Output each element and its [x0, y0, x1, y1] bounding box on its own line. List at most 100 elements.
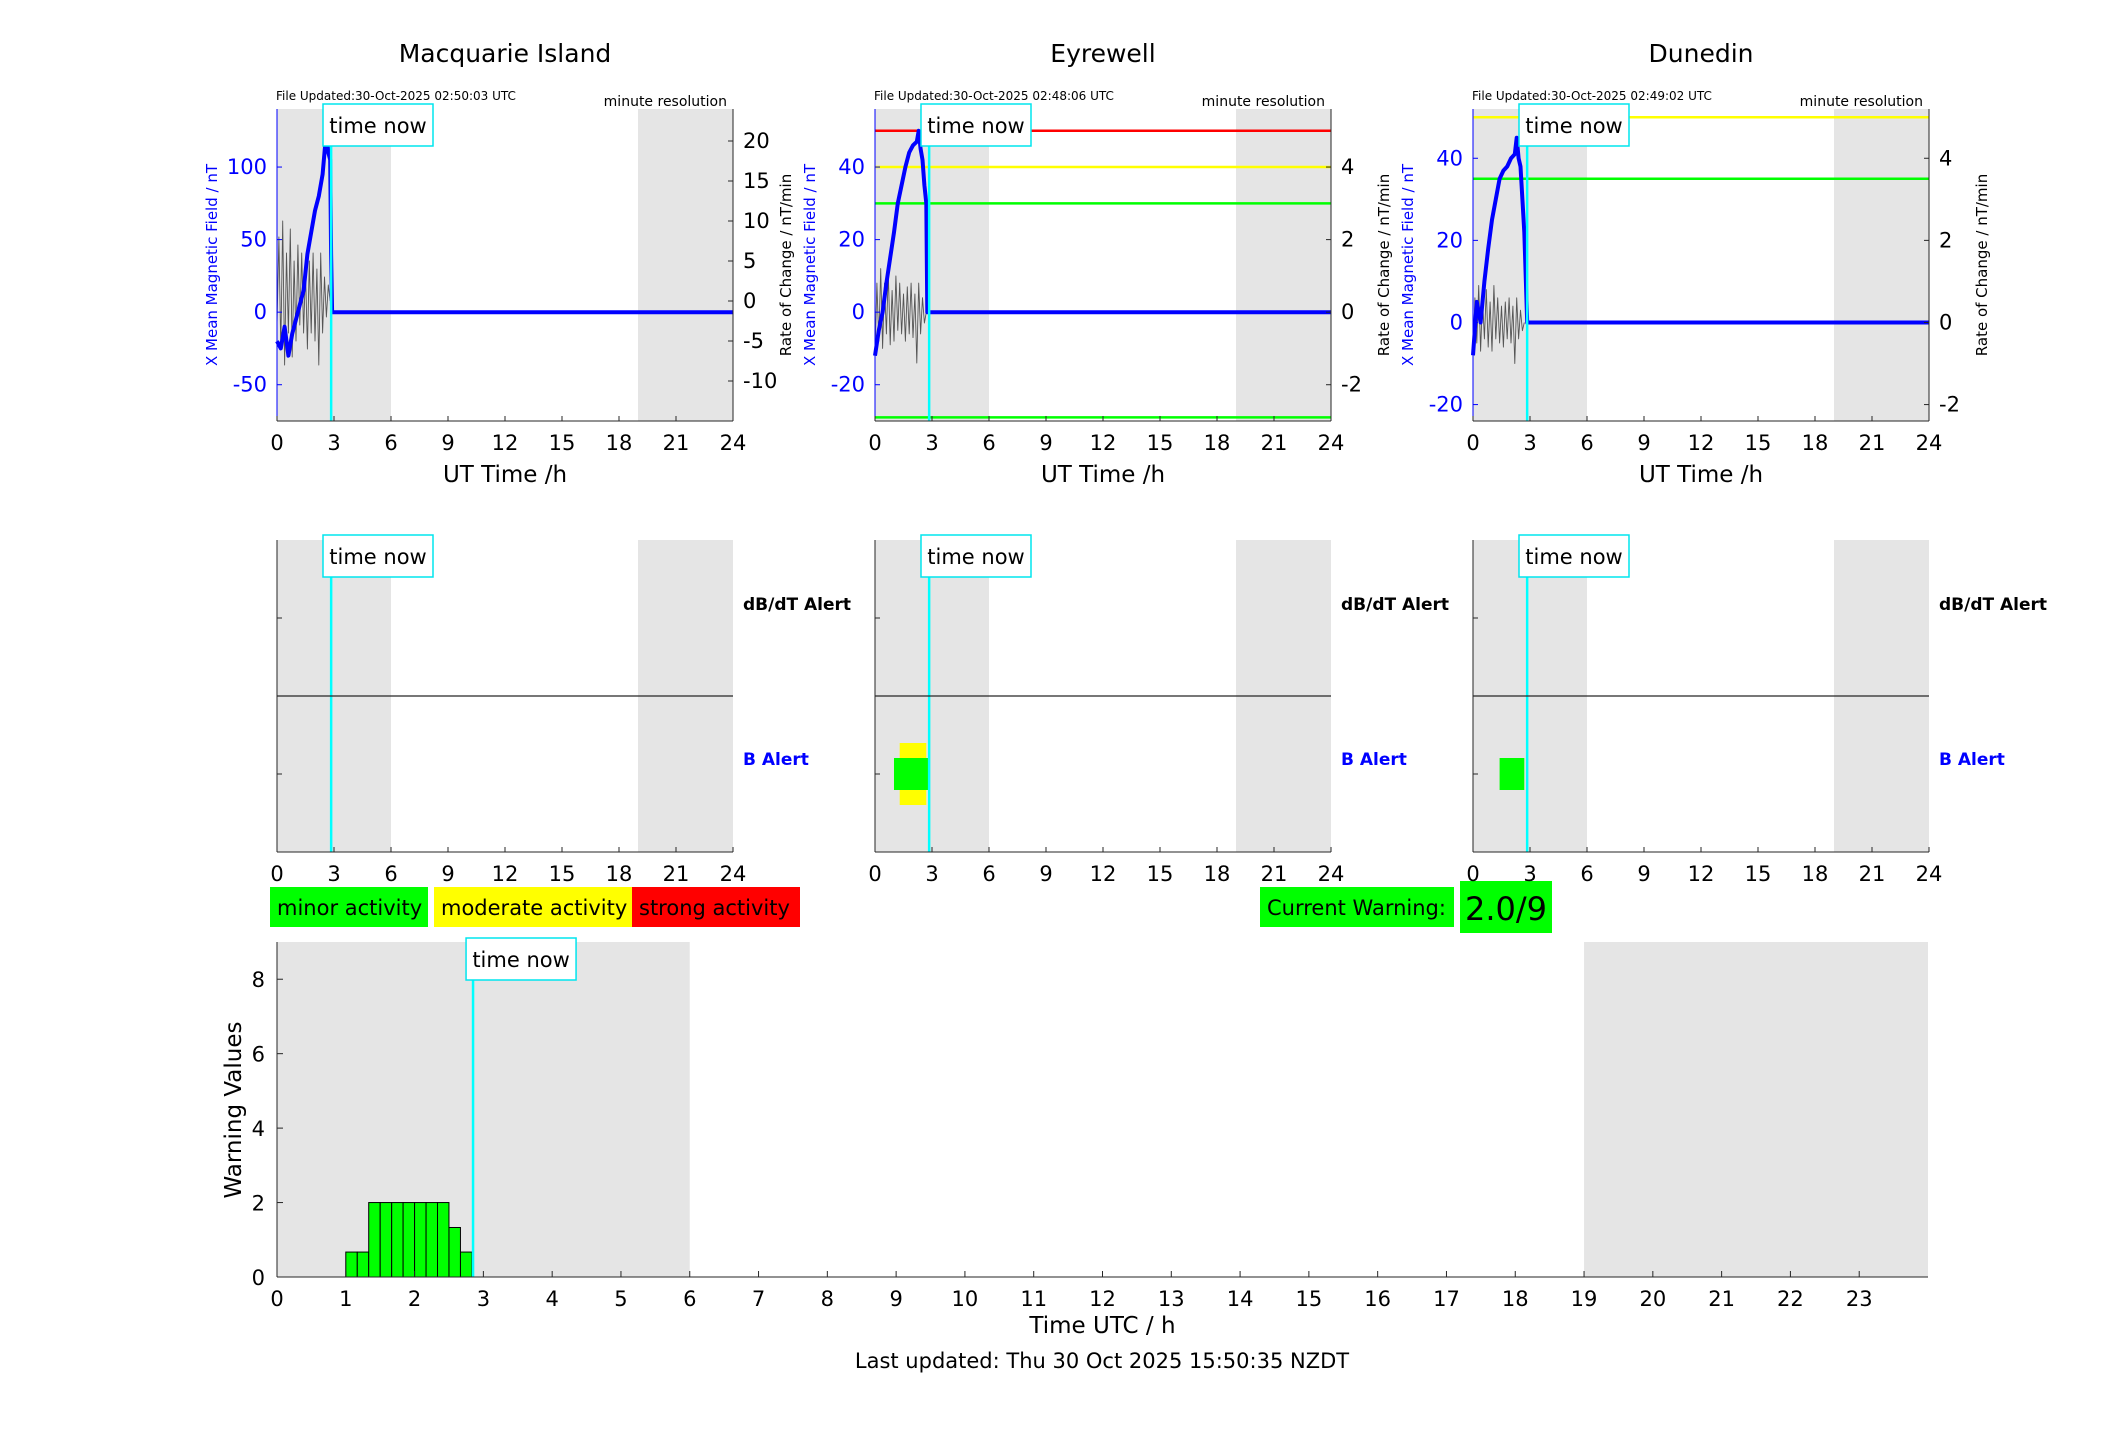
left-y-axis-label: X Mean Magnetic Field / nT: [801, 163, 819, 366]
station-title: Eyrewell: [1050, 39, 1155, 68]
current-warning-box: [1260, 887, 1454, 927]
right-y-tick-label: 4: [1939, 146, 1952, 170]
file-updated-text: File Updated:30-Oct-2025 02:48:06 UTC: [874, 89, 1114, 103]
right-y-tick-label: 10: [743, 209, 770, 233]
left-y-tick-label: -20: [1429, 393, 1463, 417]
left-y-tick-label: -20: [831, 373, 865, 397]
x-tick-label: 9: [1637, 431, 1650, 455]
alert-x-tick-label: 6: [982, 862, 995, 886]
right-y-tick-label: 0: [1341, 300, 1354, 324]
warning-x-tick-label: 15: [1296, 1287, 1323, 1311]
warning-y-tick-label: 2: [252, 1192, 265, 1216]
warning-x-tick-label: 3: [477, 1287, 490, 1311]
dbdt-alert-label: dB/dT Alert: [1341, 595, 1449, 615]
left-y-tick-label: 0: [254, 300, 267, 324]
warning-bar: [379, 1202, 393, 1278]
warning-y-axis-label: Warning Values: [221, 1021, 247, 1198]
night-shading: [277, 109, 391, 421]
x-tick-label: 9: [1039, 431, 1052, 455]
warning-x-tick-label: 16: [1364, 1287, 1391, 1311]
warning-x-tick-label: 23: [1846, 1287, 1873, 1311]
right-y-tick-label: 2: [1939, 228, 1952, 252]
file-updated-text: File Updated:30-Oct-2025 02:50:03 UTC: [276, 89, 516, 103]
left-y-tick-label: 20: [1436, 228, 1463, 252]
alert-time-now-label: time now: [1525, 545, 1622, 569]
time-now-label: time now: [329, 114, 426, 138]
alert-x-tick-label: 9: [441, 862, 454, 886]
x-tick-label: 0: [1466, 431, 1479, 455]
warning-x-tick-label: 0: [270, 1287, 283, 1311]
x-tick-label: 18: [1204, 431, 1231, 455]
right-y-axis-label: Rate of Change / nT/min: [777, 174, 795, 356]
warning-bar: [459, 1251, 473, 1278]
warning-x-tick-label: 10: [952, 1287, 979, 1311]
right-y-axis-label: Rate of Change / nT/min: [1375, 174, 1393, 356]
alert-x-tick-label: 12: [492, 862, 519, 886]
x-tick-label: 6: [1580, 431, 1593, 455]
warning-x-tick-label: 13: [1158, 1287, 1185, 1311]
right-y-tick-label: 0: [743, 289, 756, 313]
warning-bar: [368, 1202, 381, 1278]
warning-y-tick-label: 4: [252, 1117, 265, 1141]
x-tick-label: 12: [492, 431, 519, 455]
magnetic-field-trace: [873, 128, 1331, 356]
x-tick-label: 18: [606, 431, 633, 455]
night-shading: [1236, 109, 1331, 421]
left-y-tick-label: 100: [227, 155, 267, 179]
x-axis-label: UT Time /h: [1639, 462, 1763, 488]
warning-x-tick-label: 9: [889, 1287, 902, 1311]
x-tick-label: 12: [1688, 431, 1715, 455]
magnetic-field-trace: [275, 128, 733, 358]
current-warning-value-box: [1458, 879, 1554, 935]
x-tick-label: 12: [1090, 431, 1117, 455]
legend-swatch-2: [434, 887, 632, 927]
right-y-tick-label: 5: [743, 249, 756, 273]
warning-x-tick-label: 7: [752, 1287, 765, 1311]
warning-bar: [414, 1202, 427, 1278]
right-y-tick-label: -5: [743, 329, 764, 353]
x-tick-label: 15: [1745, 431, 1772, 455]
warning-bar: [448, 1226, 461, 1278]
warning-x-tick-label: 8: [821, 1287, 834, 1311]
alert-x-tick-label: 18: [1204, 862, 1231, 886]
x-tick-label: 24: [1916, 431, 1943, 455]
alert-x-tick-label: 9: [1637, 862, 1650, 886]
rate-of-change-trace: [1472, 285, 1525, 364]
left-y-tick-label: 0: [852, 300, 865, 324]
time-now-label-box: [322, 103, 434, 147]
x-axis-label: UT Time /h: [443, 462, 567, 488]
alert-x-tick-label: 21: [663, 862, 690, 886]
left-y-tick-label: -50: [233, 373, 267, 397]
night-shading: [1473, 109, 1587, 421]
warning-time-now-label-box: [465, 937, 577, 981]
warning-x-tick-label: 21: [1708, 1287, 1735, 1311]
warning-x-tick-label: 17: [1433, 1287, 1460, 1311]
x-tick-label: 3: [327, 431, 340, 455]
warning-x-tick-label: 5: [614, 1287, 627, 1311]
right-y-axis-label: Rate of Change / nT/min: [1973, 174, 1991, 356]
x-tick-label: 6: [982, 431, 995, 455]
warning-x-tick-label: 18: [1502, 1287, 1529, 1311]
left-y-axis-label: X Mean Magnetic Field / nT: [203, 163, 221, 366]
warning-bar: [425, 1202, 439, 1278]
x-tick-label: 21: [1859, 431, 1886, 455]
station-title: Macquarie Island: [399, 39, 612, 68]
x-tick-label: 15: [1147, 431, 1174, 455]
left-y-tick-label: 0: [1450, 310, 1463, 334]
warning-y-tick-label: 0: [252, 1266, 265, 1290]
warning-bar: [402, 1202, 416, 1278]
alert-x-tick-label: 0: [1466, 862, 1479, 886]
current-warning-label: Current Warning:: [1267, 896, 1446, 920]
warning-x-tick-label: 20: [1639, 1287, 1666, 1311]
alert-x-tick-label: 15: [1147, 862, 1174, 886]
right-y-tick-label: 4: [1341, 155, 1354, 179]
current-warning-value: 2.0/9: [1465, 890, 1547, 928]
warning-y-tick-label: 6: [252, 1043, 265, 1067]
b-alert-block: [894, 758, 929, 790]
warning-x-axis-label: Time UTC / h: [1028, 1313, 1175, 1339]
right-y-tick-label: 15: [743, 169, 770, 193]
alert-x-tick-label: 6: [384, 862, 397, 886]
warning-x-tick-label: 19: [1571, 1287, 1598, 1311]
left-y-tick-label: 40: [838, 155, 865, 179]
x-tick-label: 3: [925, 431, 938, 455]
